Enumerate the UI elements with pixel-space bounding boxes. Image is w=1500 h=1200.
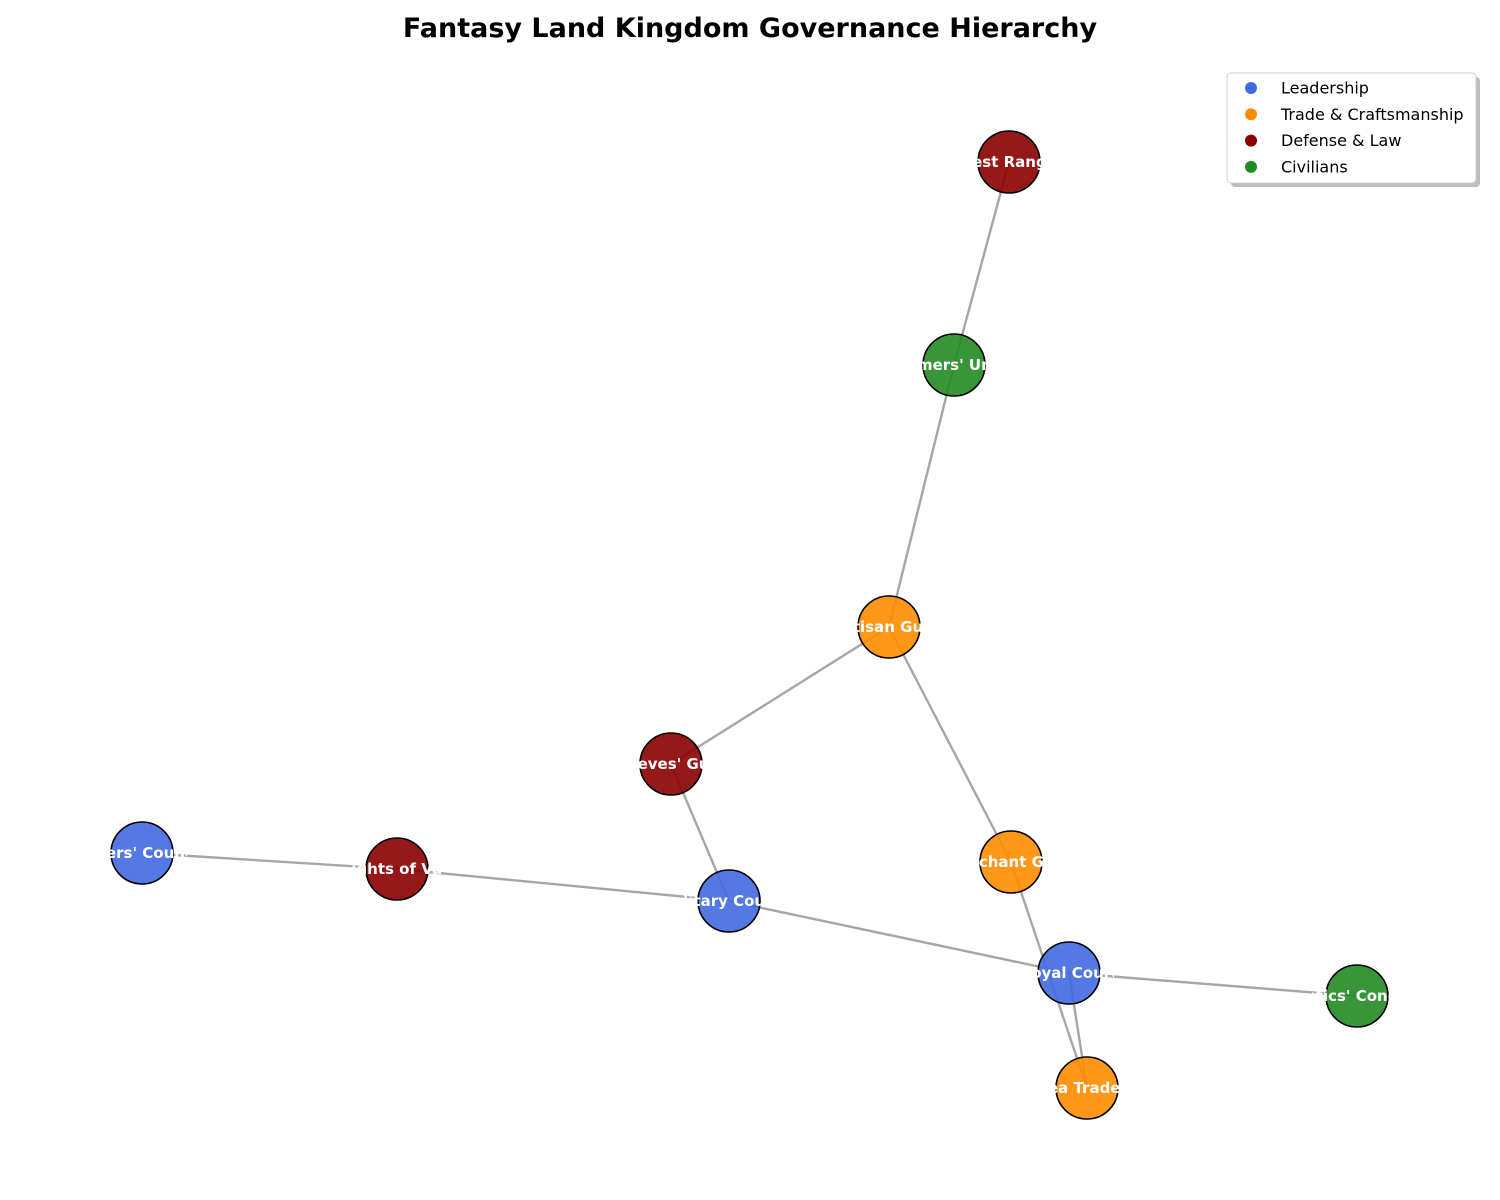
node-circle-forest [977,130,1041,194]
edge-military-royal [728,899,1070,975]
nodes-layer: Forest Rangers Farmers' Union Artisan Guil… [80,130,1432,1120]
node-circle-mystics [1325,964,1389,1028]
chart-title: Fantasy Land Kingdom Governance Hierarch… [403,13,1098,44]
node-circle-sea [1055,1056,1119,1120]
node-label-elders: Elders' Council [80,844,204,862]
node-knights: Knights of Valor [329,837,466,901]
node-mystics: Mystics' Conclave [1282,964,1432,1028]
node-label-sea: Sea Traders [1037,1079,1137,1097]
legend-label-2: Defense & Law [1281,131,1401,150]
edges-layer [141,161,1358,1089]
node-sea: Sea Traders [1037,1056,1137,1120]
node-forest: Forest Rangers [945,130,1073,194]
legend-label-1: Trade & Craftsmanship [1280,105,1464,124]
node-label-farmers: Farmers' Union [890,356,1018,374]
node-circle-thieves [639,732,703,796]
node-military: Military Council [663,869,795,933]
node-label-knights: Knights of Valor [329,860,466,878]
node-thieves: Thieves' Guild [612,732,731,796]
legend-marker-0 [1245,82,1257,94]
legend-label-0: Leadership [1281,79,1369,98]
edge-artisan-merchant [887,626,1013,863]
node-circle-knights [365,837,429,901]
node-circle-merchant [979,830,1043,894]
node-label-merchant: Merchant Guild [946,853,1075,871]
node-label-thieves: Thieves' Guild [612,755,731,773]
legend: Leadership Trade & Craftsmanship Defense &… [1226,72,1480,187]
edge-artisan-thieves [670,625,890,766]
legend-label-3: Civilians [1281,157,1348,176]
node-label-military: Military Council [663,892,795,910]
node-farmers: Farmers' Union [890,333,1018,397]
legend-marker-2 [1245,134,1257,147]
node-circle-royal [1037,941,1101,1005]
node-royal: Royal Court [1020,941,1119,1005]
node-label-forest: Forest Rangers [945,153,1073,171]
node-merchant: Merchant Guild [946,830,1075,894]
node-label-artisan: Artisan Guild [834,618,944,636]
edge-forest-farmers [952,161,1011,366]
node-circle-elders [110,821,174,885]
edge-knights-military [396,867,730,903]
edge-farmers-artisan [887,364,956,628]
legend-marker-1 [1245,108,1257,121]
node-artisan: Artisan Guild [834,595,944,659]
node-circle-artisan [857,595,921,659]
legend-box [1226,72,1477,184]
node-label-royal: Royal Court [1020,964,1119,982]
node-label-mystics: Mystics' Conclave [1282,987,1432,1005]
edge-royal-mystics [1068,971,1358,998]
node-elders: Elders' Council [80,821,204,885]
legend-marker-3 [1245,160,1257,173]
edge-elders-knights [141,851,398,871]
node-circle-farmers [922,333,986,397]
node-circle-military [697,869,761,933]
